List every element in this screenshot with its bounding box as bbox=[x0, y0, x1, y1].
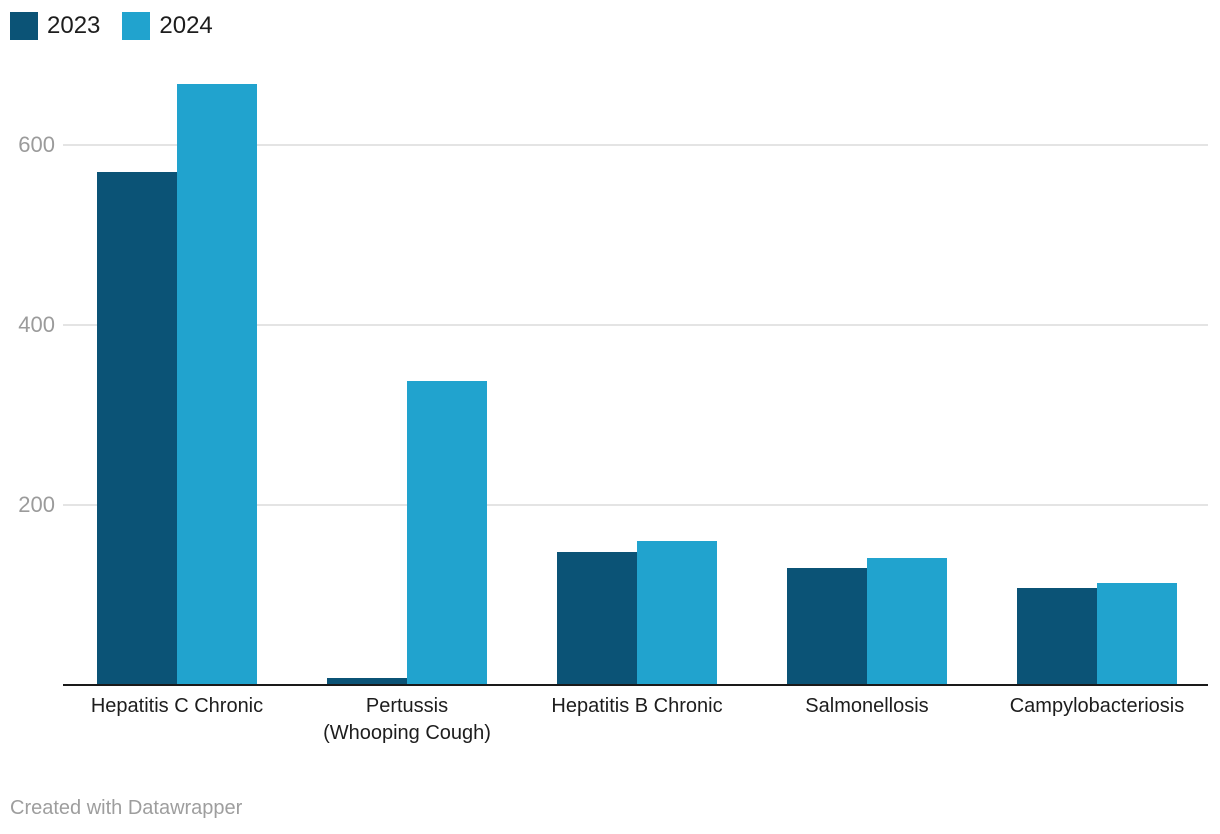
bar-2023-group-2[interactable] bbox=[327, 677, 407, 685]
bar-2024-group-1[interactable] bbox=[177, 83, 257, 685]
x-axis-line bbox=[63, 684, 1208, 686]
legend: 2023 2024 bbox=[10, 12, 213, 40]
bar-2024-group-2[interactable] bbox=[407, 380, 487, 685]
bar-2023-group-1[interactable] bbox=[97, 172, 177, 685]
y-tick-label-400: 400 bbox=[18, 312, 55, 337]
bar-2024-group-4[interactable] bbox=[867, 558, 947, 685]
legend-item-2023: 2023 bbox=[10, 12, 100, 40]
grid-line-200 bbox=[63, 504, 1208, 506]
category-label: Salmonellosis bbox=[805, 695, 929, 717]
y-tick-label-600: 600 bbox=[18, 132, 55, 157]
category-label: Hepatitis C Chronic bbox=[90, 695, 264, 717]
category-label: Hepatitis B Chronic bbox=[551, 695, 723, 717]
legend-swatch-2023 bbox=[10, 12, 38, 40]
bar-2023-group-4[interactable] bbox=[787, 568, 867, 685]
bar-2023-group-3[interactable] bbox=[557, 551, 637, 685]
category-label: Pertussis (Whooping Cough) bbox=[323, 695, 491, 744]
category-label: Campylobacteriosis bbox=[1009, 695, 1185, 717]
legend-swatch-2024 bbox=[122, 12, 151, 40]
legend-label-2024: 2024 bbox=[159, 12, 213, 39]
bar-2023-group-5[interactable] bbox=[1017, 587, 1097, 685]
bar-2024-group-5[interactable] bbox=[1097, 583, 1177, 685]
bar-2024-group-3[interactable] bbox=[637, 541, 717, 685]
legend-label-2023: 2023 bbox=[47, 12, 101, 39]
legend-item-2024: 2024 bbox=[122, 12, 213, 40]
grid-line-400 bbox=[63, 324, 1208, 326]
attribution-text: Created with Datawrapper bbox=[10, 797, 243, 819]
attribution: Created with Datawrapper bbox=[10, 797, 242, 820]
y-tick-label-200: 200 bbox=[18, 492, 55, 517]
grid-line-600 bbox=[63, 144, 1208, 146]
